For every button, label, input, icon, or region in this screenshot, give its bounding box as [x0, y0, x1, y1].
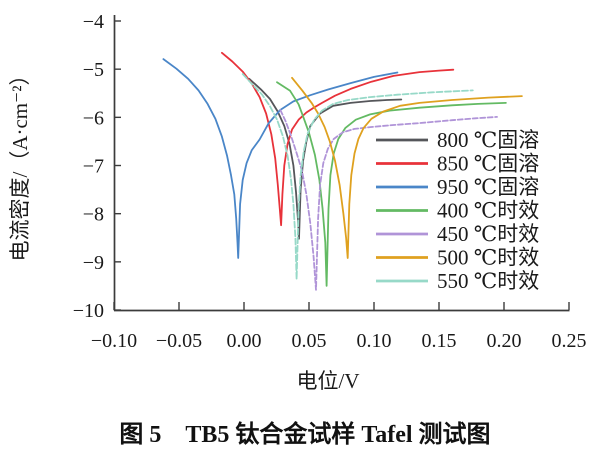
x-tick-label: −0.05: [156, 330, 202, 352]
legend-item-800c-solution: 800 ℃固溶: [376, 128, 539, 152]
legend-label-800c-solution: 800 ℃固溶: [437, 128, 539, 152]
curve-450c-aging: [279, 109, 498, 291]
tafel-chart: −0.10 −0.05 0.00 0.05 0.10 0.15 0.20 0.25 −4 −5 −6…: [8, 11, 587, 393]
x-tick-label: 0.20: [487, 330, 522, 352]
legend-item-550c-aging: 550 ℃时效: [376, 269, 539, 293]
curve-950c-solution: [162, 58, 399, 259]
x-tick-label: 0.05: [292, 330, 327, 352]
curve-850c-solution: [221, 51, 455, 227]
y-tick-label: −5: [83, 59, 104, 81]
legend-label-550c-aging: 550 ℃时效: [437, 269, 539, 293]
legend-item-950c-solution: 950 ℃固溶: [376, 175, 539, 199]
curve-550c-aging: [241, 73, 474, 281]
y-tick-label: −9: [83, 252, 104, 274]
legend-label-500c-aging: 500 ℃时效: [437, 246, 539, 270]
y-tick-label: −4: [83, 11, 104, 33]
y-tick-label: −7: [83, 156, 104, 178]
legend-item-400c-aging: 400 ℃时效: [376, 199, 539, 223]
legend-item-850c-solution: 850 ℃固溶: [376, 152, 539, 176]
legend-label-400c-aging: 400 ℃时效: [437, 199, 539, 223]
x-tick-label: 0.00: [227, 330, 262, 352]
y-axis-title: 电流密度/（A·cm⁻²）: [8, 64, 32, 261]
y-tick-label: −10: [73, 300, 104, 322]
legend-label-950c-solution: 950 ℃固溶: [437, 175, 539, 199]
y-tick-label: −6: [83, 107, 104, 129]
y-tick-label: −8: [83, 204, 104, 226]
x-tick-label: 0.25: [552, 330, 587, 352]
x-tick-label: 0.10: [357, 330, 392, 352]
x-tick-label: 0.15: [422, 330, 457, 352]
curve-800c-solution: [248, 77, 403, 240]
x-axis-title: 电位/V: [297, 369, 360, 393]
curve-500c-aging: [291, 76, 523, 259]
legend-label-450c-aging: 450 ℃时效: [437, 222, 539, 246]
legend-item-500c-aging: 500 ℃时效: [376, 246, 539, 270]
curves: [162, 51, 523, 291]
legend-item-450c-aging: 450 ℃时效: [376, 222, 539, 246]
legend-label-850c-solution: 850 ℃固溶: [437, 152, 539, 176]
curve-400c-aging: [276, 81, 507, 287]
figure-caption: 图 5 TB5 钛合金试样 Tafel 测试图: [119, 422, 491, 448]
x-tick-label: −0.10: [91, 330, 137, 352]
